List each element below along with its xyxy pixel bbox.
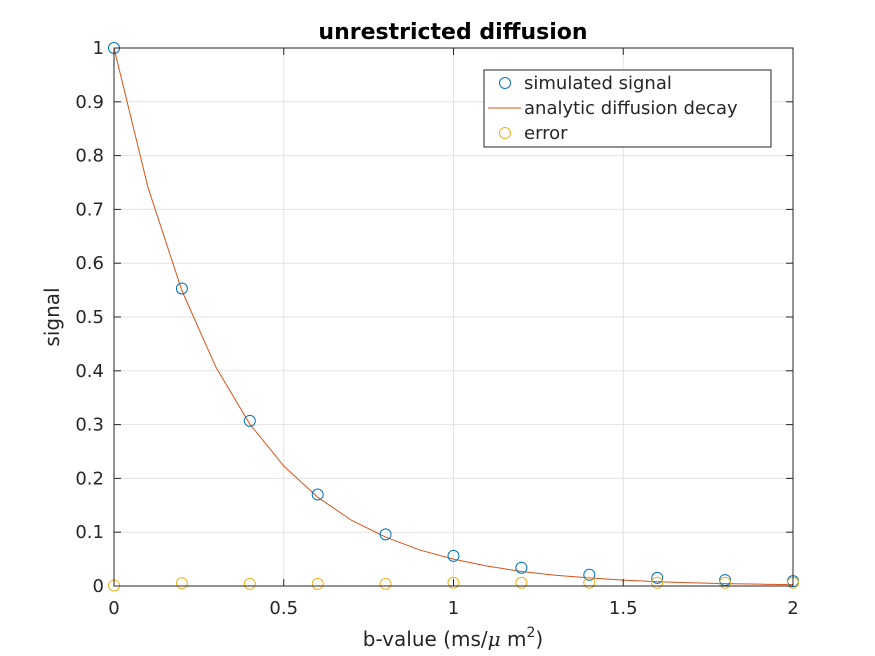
data-point-simulated-signal	[175, 282, 188, 295]
x-tick-label: 0	[108, 598, 119, 619]
legend-box	[483, 69, 772, 148]
chart-title: unrestricted diffusion	[318, 20, 587, 45]
legend-label-simulated-signal: simulated signal	[524, 73, 672, 94]
data-point-error	[175, 577, 188, 590]
y-tick-label: 0.8	[75, 146, 104, 167]
data-point-error	[243, 577, 256, 590]
data-point-simulated-signal	[379, 528, 392, 541]
y-tick-label: 0.3	[75, 415, 104, 436]
data-point-simulated-signal	[515, 561, 528, 574]
y-tick-label: 0.6	[75, 253, 104, 274]
legend-label-analytic-decay: analytic diffusion decay	[524, 98, 738, 119]
legend-label-error: error	[524, 123, 568, 144]
y-tick-label: 0.1	[75, 522, 104, 543]
data-point-simulated-signal	[447, 549, 460, 562]
legend-marker-error	[499, 127, 511, 139]
data-point-error	[379, 577, 392, 590]
x-tick-label: 0.5	[269, 598, 298, 619]
legend-marker-simulated-signal	[499, 77, 511, 89]
y-tick-label: 0.5	[75, 307, 104, 328]
data-point-simulated-signal	[651, 571, 664, 584]
y-tick-label: 0.7	[75, 199, 104, 220]
x-tick-label: 1	[448, 598, 459, 619]
y-tick-label: 0.4	[75, 361, 104, 382]
data-point-simulated-signal	[243, 414, 256, 427]
data-point-simulated-signal	[311, 488, 324, 501]
y-tick-label: 0	[93, 576, 104, 597]
data-point-error	[583, 576, 596, 589]
data-point-error	[651, 576, 664, 589]
data-point-simulated-signal	[583, 568, 596, 581]
data-point-error	[447, 576, 460, 589]
data-point-error	[311, 577, 324, 590]
y-tick-label: 0.9	[75, 92, 104, 113]
data-point-error	[719, 576, 732, 589]
data-point-error	[515, 576, 528, 589]
series-line-analytic-diffusion-decay	[113, 47, 794, 586]
ticks: 0 0.5 1 1.5 2 0 0.1 0.2 0.3 0.4 0.5 0.6 0.7 0.8 0.9 1	[75, 38, 798, 619]
legend: simulated signal analytic diffusion deca…	[483, 69, 772, 148]
x-tick-label: 1.5	[609, 598, 638, 619]
y-axis-label: signal	[40, 287, 64, 346]
x-axis-label: b-value (ms/μ m2)	[363, 625, 543, 651]
y-tick-label: 1	[93, 38, 104, 59]
y-tick-label: 0.2	[75, 468, 104, 489]
x-tick-label: 2	[787, 598, 798, 619]
